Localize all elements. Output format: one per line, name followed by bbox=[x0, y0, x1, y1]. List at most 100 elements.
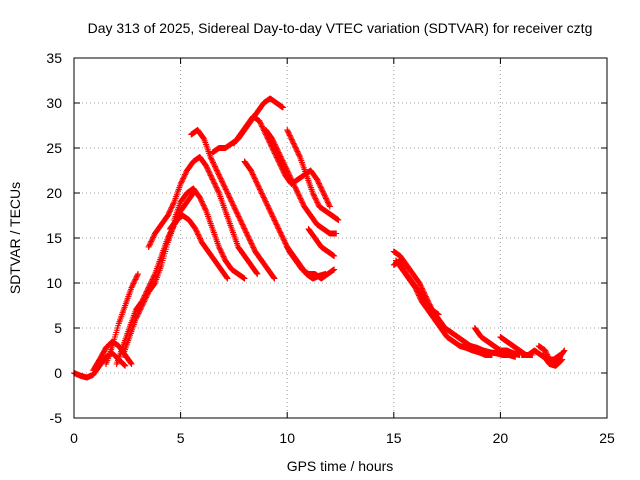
data-point bbox=[333, 230, 340, 237]
data-point bbox=[293, 147, 300, 154]
data-point bbox=[201, 205, 208, 212]
data-point bbox=[256, 186, 263, 193]
data-point bbox=[314, 199, 321, 206]
data-point bbox=[242, 228, 249, 235]
data-point bbox=[236, 216, 243, 223]
data-point bbox=[234, 212, 241, 219]
data-point bbox=[279, 235, 286, 241]
data-point bbox=[272, 142, 279, 149]
data-point bbox=[287, 173, 294, 180]
data-point bbox=[254, 271, 261, 277]
series-arc-13 bbox=[262, 127, 340, 237]
series-arc-6 bbox=[145, 154, 261, 277]
data-point bbox=[197, 195, 204, 202]
data-point bbox=[323, 196, 330, 203]
data-point bbox=[120, 361, 127, 368]
data-point bbox=[129, 281, 136, 288]
data-point bbox=[400, 264, 407, 271]
data-point bbox=[260, 126, 267, 133]
data-point bbox=[291, 143, 298, 150]
y-tick-label: 20 bbox=[46, 185, 62, 201]
x-tick-label: 15 bbox=[386, 430, 402, 446]
data-point bbox=[230, 202, 237, 209]
data-point bbox=[285, 129, 292, 136]
data-point bbox=[239, 221, 246, 228]
data-point bbox=[277, 229, 284, 236]
data-point bbox=[233, 208, 240, 214]
data-point bbox=[218, 178, 225, 185]
data-point bbox=[211, 162, 218, 169]
data-point bbox=[192, 226, 199, 232]
data-point bbox=[283, 165, 290, 172]
data-point bbox=[285, 169, 292, 176]
data-point bbox=[196, 194, 203, 201]
data-point bbox=[417, 281, 424, 288]
data-point bbox=[222, 186, 229, 193]
data-point bbox=[178, 179, 185, 186]
data-point bbox=[313, 198, 320, 205]
data-point bbox=[271, 217, 278, 224]
data-point bbox=[288, 135, 295, 142]
tick-labels: 0 5 10 15 20 25 -5 0 5 10 15 20 25 30 35 bbox=[46, 50, 615, 446]
data-point bbox=[133, 314, 140, 321]
data-point bbox=[194, 230, 201, 237]
data-point bbox=[137, 306, 144, 313]
data-point bbox=[166, 209, 173, 216]
data-point bbox=[273, 221, 280, 228]
data-point bbox=[134, 272, 141, 279]
data-point bbox=[289, 137, 296, 144]
data-point bbox=[212, 164, 219, 171]
x-tick-label: 5 bbox=[177, 430, 185, 446]
data-point bbox=[165, 211, 172, 218]
data-point bbox=[292, 184, 299, 191]
data-point bbox=[170, 200, 177, 207]
data-point bbox=[278, 156, 285, 163]
data-point bbox=[148, 237, 155, 244]
data-point bbox=[311, 194, 318, 201]
data-point bbox=[229, 199, 236, 206]
data-point bbox=[278, 230, 285, 237]
data-point bbox=[266, 206, 273, 213]
data-point bbox=[331, 253, 338, 259]
data-point bbox=[234, 210, 241, 217]
data-point bbox=[237, 217, 244, 224]
data-point bbox=[282, 163, 289, 169]
data-point bbox=[417, 282, 424, 289]
x-axis-label: GPS time / hours bbox=[287, 458, 394, 474]
data-point bbox=[238, 218, 245, 225]
data-point bbox=[542, 347, 549, 354]
series-arc-2 bbox=[90, 338, 135, 374]
data-point bbox=[200, 202, 207, 209]
data-point bbox=[263, 201, 270, 208]
data-point bbox=[279, 233, 286, 240]
data-point bbox=[132, 316, 139, 322]
data-point bbox=[198, 198, 205, 205]
data-point bbox=[122, 362, 129, 369]
data-point bbox=[291, 183, 298, 190]
data-point bbox=[294, 188, 301, 195]
data-point bbox=[133, 273, 140, 280]
data-point bbox=[276, 150, 283, 157]
data-point bbox=[211, 163, 218, 170]
data-point bbox=[195, 231, 202, 238]
data-point bbox=[289, 139, 296, 146]
data-point bbox=[217, 248, 224, 255]
data-point bbox=[208, 155, 215, 162]
data-point bbox=[291, 141, 298, 148]
data-point bbox=[257, 119, 264, 126]
data-point bbox=[416, 280, 423, 286]
data-point bbox=[397, 258, 404, 265]
data-point bbox=[142, 295, 149, 302]
data-point bbox=[269, 213, 276, 220]
data-point bbox=[223, 274, 230, 281]
data-point bbox=[180, 175, 187, 182]
data-point bbox=[236, 214, 243, 221]
data-point bbox=[322, 194, 329, 201]
data-point bbox=[271, 140, 278, 147]
data-point bbox=[227, 195, 234, 202]
data-point bbox=[210, 159, 217, 166]
data-point bbox=[268, 210, 275, 217]
data-point bbox=[233, 209, 240, 216]
data-point bbox=[214, 185, 221, 192]
data-point bbox=[270, 274, 277, 281]
